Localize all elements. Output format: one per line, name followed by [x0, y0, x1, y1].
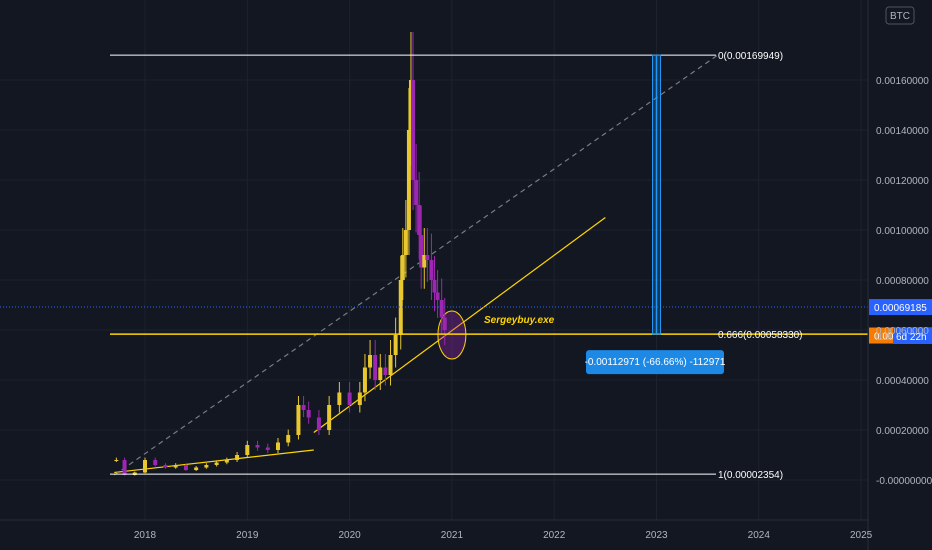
trendline-1	[313, 217, 606, 433]
candle-body-4	[153, 460, 158, 465]
candle-body-7	[183, 465, 188, 470]
candle-body-11	[224, 460, 229, 463]
candle-body-24	[347, 392, 352, 405]
y-tick-label-6: 0.00120000	[876, 176, 929, 187]
y-tick-label-1: 0.00020000	[876, 426, 929, 437]
candle-body-0	[114, 460, 119, 461]
candle-body-15	[265, 447, 270, 450]
x-tick-label-1: 2019	[236, 530, 259, 541]
candle-body-48	[442, 317, 447, 330]
candle-body-35	[403, 230, 408, 255]
candle-body-38	[411, 80, 416, 180]
trendline-2	[113, 54, 719, 476]
x-tick-label-5: 2023	[645, 530, 668, 541]
candle-body-12	[235, 455, 240, 460]
measure-badge	[586, 350, 724, 375]
x-tick-label-6: 2024	[748, 530, 771, 541]
symbol-badge[interactable]: BTC	[885, 6, 915, 25]
candle-body-47	[439, 300, 444, 318]
candle-body-5	[163, 465, 168, 468]
candle-body-27	[368, 355, 373, 368]
price-label-bg-0	[869, 299, 932, 316]
candle-body-37	[408, 80, 413, 130]
candle-body-13	[245, 445, 250, 455]
candle-body-44	[429, 260, 434, 280]
countdown-label: 6d 22h	[896, 332, 927, 343]
partial-tick-label: 0.00	[876, 332, 896, 343]
fib-label-1: 0.666(0.00058330)	[718, 330, 803, 341]
fib-label-0: 0(0.00169949)	[718, 51, 783, 62]
candle-body-43	[425, 255, 430, 260]
candle-body-19	[301, 405, 306, 410]
y-tick-label-3: 0.00060000	[876, 326, 929, 337]
candle-body-29	[378, 367, 383, 380]
candle-body-18	[296, 405, 301, 435]
y-tick-label-5: 0.00100000	[876, 226, 929, 237]
candle-body-39	[414, 180, 419, 205]
candle-body-6	[173, 465, 178, 468]
candle-body-25	[357, 392, 362, 405]
candle-body-36	[406, 130, 411, 230]
candle-body-31	[388, 355, 393, 375]
candle-body-46	[435, 292, 440, 300]
candle-body-1	[122, 460, 127, 475]
candle-body-21	[316, 417, 321, 430]
candle-body-17	[286, 435, 291, 443]
countdown-bg	[893, 328, 932, 344]
y-tick-label-0: -0.00000000	[876, 476, 932, 487]
candle-body-32	[393, 335, 398, 355]
y-tick-label-8: 0.00160000	[876, 76, 929, 87]
candle-body-33	[398, 280, 403, 335]
candle-body-41	[419, 235, 424, 268]
y-tick-label-4: 0.00080000	[876, 276, 929, 287]
candle-body-23	[337, 392, 342, 405]
x-tick-label-3: 2021	[441, 530, 464, 541]
fib-label-2: 1(0.00002354)	[718, 470, 783, 481]
x-tick-label-0: 2018	[134, 530, 157, 541]
candle-body-26	[362, 367, 367, 393]
measure-label: -0.00112971 (-66.66%) -112971	[585, 357, 726, 368]
candle-body-42	[422, 255, 427, 268]
candle-body-30	[383, 367, 388, 375]
measure-tool: -0.00112971 (-66.66%) -112971	[585, 54, 726, 375]
x-tick-label-7: 2025	[850, 530, 873, 541]
x-tick-label-2: 2020	[338, 530, 361, 541]
annotation-label: Sergeybuy.exe	[484, 315, 555, 326]
candle-body-20	[306, 410, 311, 418]
price-label-0: 0.00069185	[874, 303, 927, 314]
price-series	[114, 32, 447, 476]
symbol-badge-text: BTC	[890, 11, 910, 22]
y-tick-label-7: 0.00140000	[876, 126, 929, 137]
y-tick-label-2: 0.00040000	[876, 376, 929, 387]
fib-levels: 0(0.00169949) 0.666(0.00058330) 1(0.000023…	[0, 51, 932, 481]
candle-body-45	[432, 280, 437, 293]
candle-body-34	[400, 255, 405, 280]
candle-body-3	[143, 460, 147, 473]
x-tick-label-4: 2022	[543, 530, 566, 541]
candle-body-10	[214, 462, 219, 465]
candle-body-14	[255, 445, 260, 448]
candle-body-16	[275, 442, 280, 450]
candle-body-8	[194, 467, 199, 470]
candle-body-40	[417, 205, 422, 235]
candle-body-22	[327, 405, 332, 430]
trendline-0	[114, 449, 314, 474]
candle-body-28	[373, 355, 378, 380]
candle-body-9	[204, 465, 209, 468]
trendlines	[113, 54, 719, 476]
